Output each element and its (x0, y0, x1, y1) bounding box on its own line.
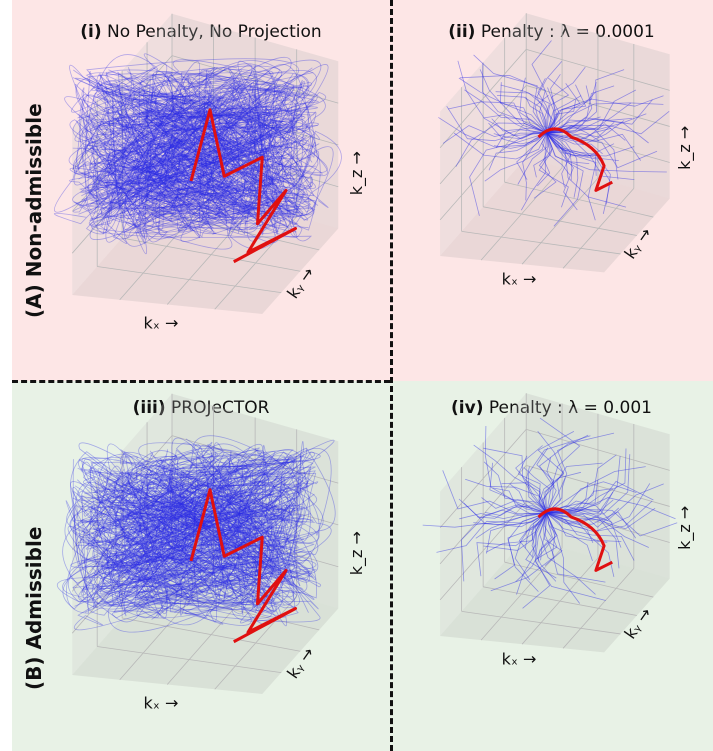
horizontal-divider (12, 380, 390, 383)
z-axis-label: k_z → (347, 151, 367, 195)
x-axis-label: kₓ → (144, 313, 179, 332)
x-axis-label: kₓ → (502, 650, 537, 669)
plot-iv: kₓ →kᵧ →k_z → (423, 393, 696, 668)
plot-iii: kₓ →kᵧ →k_z → (57, 394, 367, 712)
z-axis-label: k_z → (675, 506, 695, 550)
x-axis-label: kₓ → (502, 270, 537, 289)
x-axis-label: kₓ → (144, 693, 179, 712)
z-axis-label: k_z → (675, 126, 695, 170)
vertical-divider (390, 0, 393, 751)
plot-i: kₓ →kᵧ →k_z → (54, 14, 367, 332)
z-axis-label: k_z → (347, 531, 367, 575)
plot-ii: kₓ →kᵧ →k_z → (438, 13, 695, 288)
